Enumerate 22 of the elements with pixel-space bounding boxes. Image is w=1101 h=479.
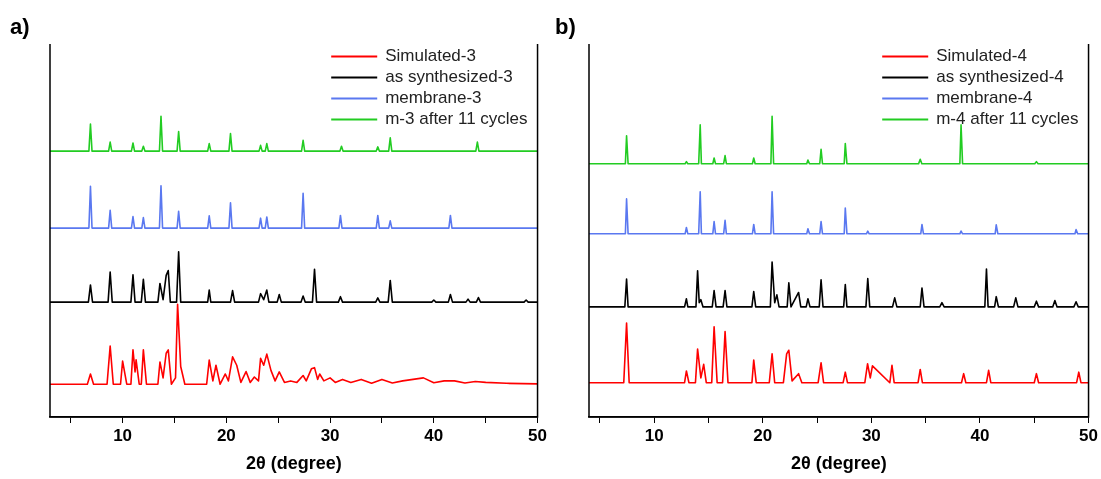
- chart-title: b): [555, 14, 576, 40]
- legend-label: Simulated-3: [385, 46, 476, 66]
- x-tick-label: 20: [216, 425, 236, 445]
- x-tick-label: 30: [320, 425, 340, 445]
- legend-label: as synthesized-3: [385, 67, 513, 87]
- x-tick-label: 10: [644, 425, 664, 445]
- legend-label: Simulated-4: [936, 46, 1027, 66]
- x-axis-title: 2θ (degree): [245, 453, 342, 474]
- x-tick-label: 10: [113, 425, 133, 445]
- x-axis-title: 2θ (degree): [790, 453, 887, 474]
- legend-label: membrane-4: [936, 88, 1033, 108]
- x-tick-label: 30: [861, 425, 881, 445]
- legend-label: membrane-3: [385, 88, 482, 108]
- x-tick-label: 40: [424, 425, 444, 445]
- x-tick-label: 20: [753, 425, 773, 445]
- legend-label: m-4 after 11 cycles: [936, 109, 1079, 129]
- legend-label: as synthesized-4: [936, 67, 1064, 87]
- x-tick-label: 50: [1079, 425, 1099, 445]
- legend-label: m-3 after 11 cycles: [385, 109, 528, 129]
- chart-title: a): [10, 14, 30, 40]
- x-tick-label: 40: [970, 425, 990, 445]
- x-tick-label: 50: [528, 425, 548, 445]
